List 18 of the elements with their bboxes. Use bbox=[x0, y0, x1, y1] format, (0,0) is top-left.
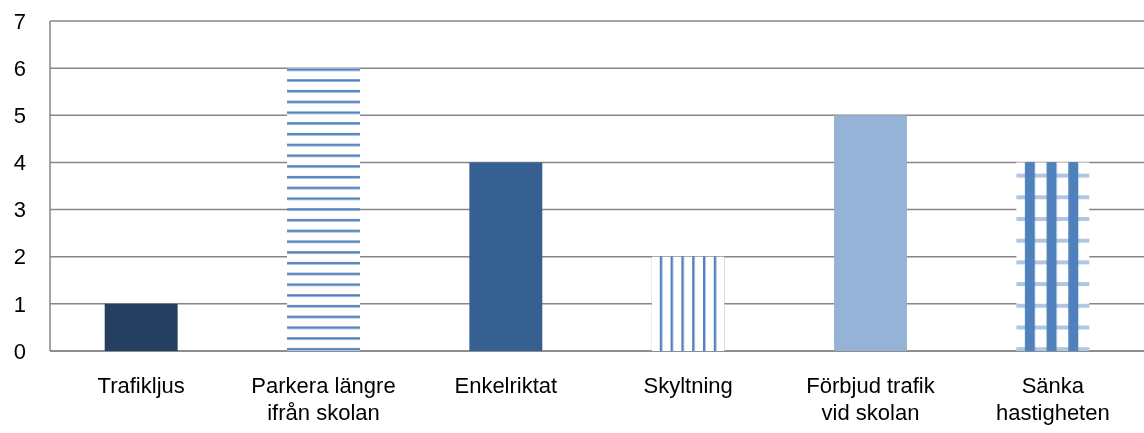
y-tick-label: 6 bbox=[13, 55, 26, 81]
x-tick-label: Parkera längre ifrån skolan bbox=[251, 373, 396, 425]
y-tick-label: 0 bbox=[13, 338, 26, 364]
x-tick-label: Sänka hastigheten bbox=[995, 373, 1110, 425]
x-tick-label: Förbjud trafik vid skolan bbox=[806, 373, 936, 425]
y-tick-label: 2 bbox=[13, 244, 26, 270]
bar bbox=[469, 162, 543, 351]
y-tick-label: 7 bbox=[13, 8, 26, 34]
bar bbox=[651, 256, 725, 351]
x-tick-label: Enkelriktat bbox=[454, 373, 558, 398]
y-tick-label: 4 bbox=[13, 150, 26, 176]
y-tick-label: 1 bbox=[13, 291, 26, 317]
bar bbox=[834, 115, 907, 351]
y-tick-label: 3 bbox=[13, 197, 26, 223]
x-tick-label: Trafikljus bbox=[97, 373, 185, 398]
bar bbox=[104, 303, 178, 351]
y-tick-label: 5 bbox=[13, 102, 26, 128]
x-tick-label: Skyltning bbox=[643, 373, 733, 398]
